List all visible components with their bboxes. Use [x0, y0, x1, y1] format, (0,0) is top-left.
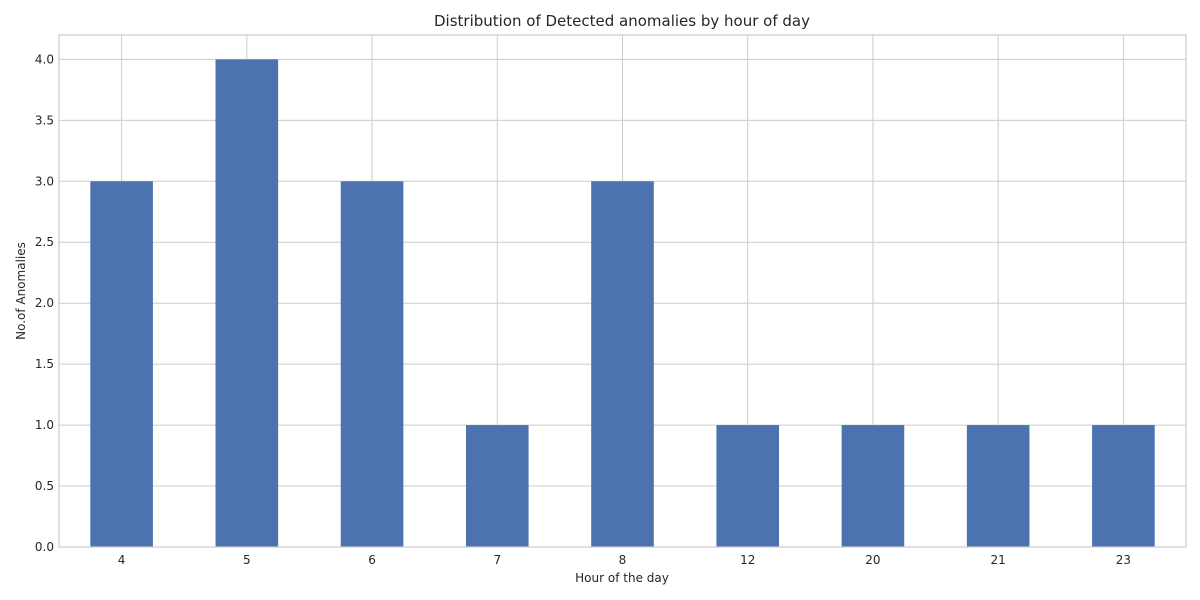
y-tick-label: 0.5: [35, 479, 54, 493]
x-tick-label: 6: [368, 553, 376, 567]
y-tick-label: 3.5: [35, 113, 54, 127]
bar-hour-20: [841, 425, 905, 547]
bar-hour-4: [90, 181, 153, 548]
bars: [90, 59, 1155, 548]
y-tick-label: 2.5: [35, 235, 54, 249]
bar-hour-5: [215, 59, 279, 547]
bar-hour-12: [716, 425, 780, 547]
x-tick-label: 7: [493, 553, 501, 567]
x-tick-label: 21: [991, 553, 1006, 567]
x-tick-label: 5: [243, 553, 251, 567]
bar-hour-21: [966, 425, 1030, 547]
y-axis-label: No.of Anomalies: [14, 242, 28, 340]
chart-title: Distribution of Detected anomalies by ho…: [434, 12, 810, 30]
x-tick-label: 4: [118, 553, 126, 567]
plot-area-frame: [58, 34, 1187, 548]
bar-hour-7: [465, 425, 529, 547]
x-tick-label: 20: [865, 553, 880, 567]
bar-hour-23: [1092, 425, 1155, 547]
y-tick-label: 1.0: [35, 418, 54, 432]
y-tick-labels: 0.0 0.5 1.0 1.5 2.0 2.5 3.0 3.5 4.0: [35, 52, 54, 554]
y-tick-label: 4.0: [35, 52, 54, 66]
y-tick-label: 2.0: [35, 296, 54, 310]
x-tick-label: 12: [740, 553, 755, 567]
x-tick-label: 23: [1116, 553, 1131, 567]
y-tick-label: 3.0: [35, 174, 54, 188]
y-tick-label: 1.5: [35, 357, 54, 371]
bar-hour-8: [591, 181, 654, 548]
x-tick-label: 8: [619, 553, 627, 567]
y-tick-label: 0.0: [35, 540, 54, 554]
x-tick-labels: 4 5 6 7 8 12 20 21 23: [118, 553, 1131, 567]
x-axis-label: Hour of the day: [575, 571, 669, 585]
bar-hour-6: [340, 181, 404, 548]
